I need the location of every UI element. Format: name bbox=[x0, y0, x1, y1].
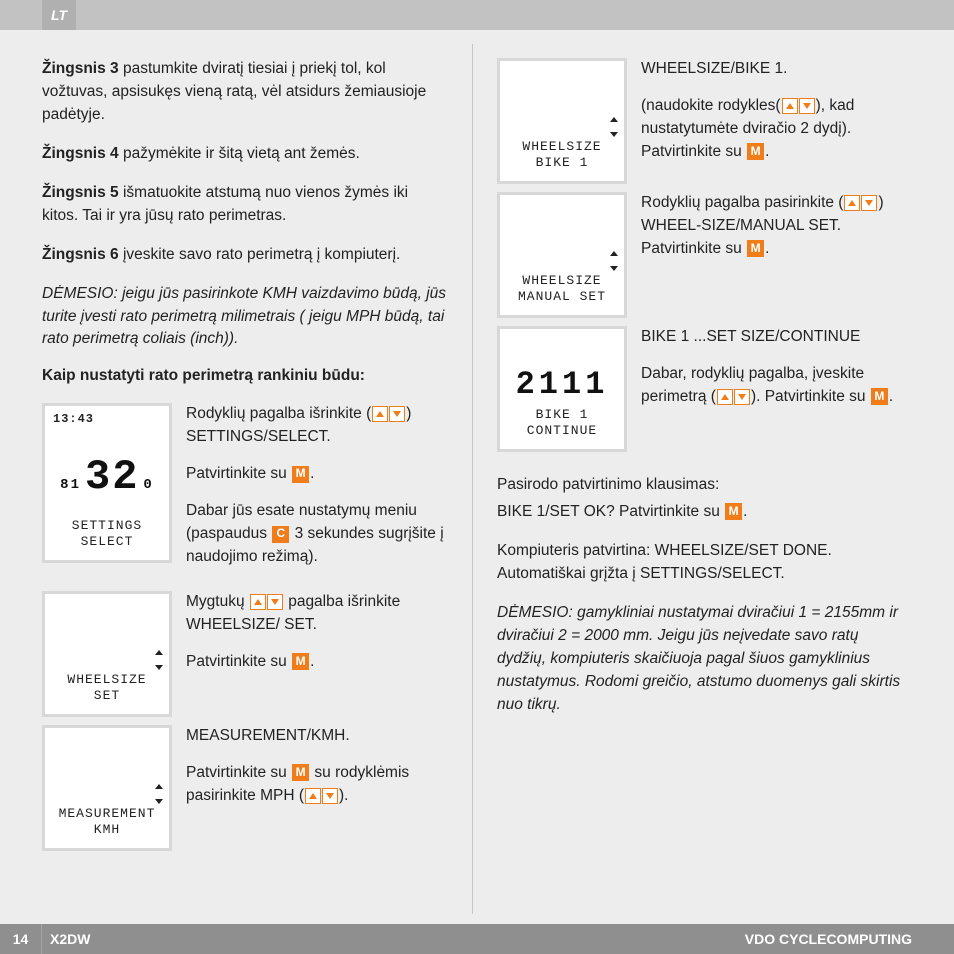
right-column: WHEELSIZE BIKE 1 WHEELSIZE/BIKE 1. (naud… bbox=[472, 44, 902, 914]
m-button-icon: M bbox=[747, 143, 764, 160]
footer: 14 X2DW VDO CYCLECOMPUTING bbox=[0, 924, 954, 954]
arrows-icon bbox=[372, 406, 405, 422]
left-column: Žingsnis 3 pastumkite dviratį tiesiai į … bbox=[42, 58, 472, 914]
page-number: 14 bbox=[0, 924, 42, 954]
m-button-icon: M bbox=[292, 764, 309, 781]
arrows-icon bbox=[782, 98, 815, 114]
instruction-row-5: WHEELSIZE MANUAL SET Rodyklių pagalba pa… bbox=[497, 192, 902, 318]
m-button-icon: M bbox=[292, 653, 309, 670]
header-strip: LT bbox=[0, 0, 954, 30]
lcd-measurement-kmh: MEASUREMENT KMH bbox=[42, 725, 172, 851]
model-name: X2DW bbox=[50, 931, 90, 947]
lcd-settings-select: 13:43 81 320 SETTINGS SELECT bbox=[42, 403, 172, 563]
step-3: Žingsnis 3 pastumkite dviratį tiesiai į … bbox=[42, 58, 448, 127]
arrows-icon bbox=[305, 788, 338, 804]
arrows-icon bbox=[844, 195, 877, 211]
m-button-icon: M bbox=[292, 466, 309, 483]
body: Žingsnis 3 pastumkite dviratį tiesiai į … bbox=[0, 30, 954, 924]
instruction-row-3: MEASUREMENT KMH MEASUREMENT/KMH. Patvirt… bbox=[42, 725, 448, 851]
instruction-row-2: WHEELSIZE SET Mygtukų pagalba išrinkite … bbox=[42, 591, 448, 717]
section-title: Kaip nustatyti rato perimetrą rankiniu b… bbox=[42, 367, 448, 385]
step-4: Žingsnis 4 pažymėkite ir šitą vietą ant … bbox=[42, 143, 448, 166]
lcd-wheelsize-manual: WHEELSIZE MANUAL SET bbox=[497, 192, 627, 318]
lcd-bike1-continue: 2111 BIKE 1 CONTINUE bbox=[497, 326, 627, 452]
done-text: Kompiuteris patvirtina: WHEELSIZE/SET DO… bbox=[497, 540, 902, 586]
lcd-wheelsize-bike1: WHEELSIZE BIKE 1 bbox=[497, 58, 627, 184]
instruction-row-1: 13:43 81 320 SETTINGS SELECT Rodyklių pa… bbox=[42, 403, 448, 583]
c-button-icon: C bbox=[272, 526, 289, 543]
brand-name: VDO CYCLECOMPUTING bbox=[745, 931, 912, 947]
confirm-line-1: Pasirodo patvirtinimo klausimas: bbox=[497, 474, 902, 497]
attention-note-1: DĖMESIO: jeigu jūs pasirinkote KMH vaizd… bbox=[42, 283, 448, 352]
lcd-wheelsize-set: WHEELSIZE SET bbox=[42, 591, 172, 717]
arrows-icon bbox=[717, 389, 750, 405]
confirm-line-2: BIKE 1/SET OK? Patvirtinkite su M. bbox=[497, 501, 902, 524]
step-6: Žingsnis 6 įveskite savo rato perimetrą … bbox=[42, 244, 448, 267]
m-button-icon: M bbox=[871, 388, 888, 405]
instruction-row-6: 2111 BIKE 1 CONTINUE BIKE 1 ...SET SIZE/… bbox=[497, 326, 902, 452]
manual-page: LT Žingsnis 3 pastumkite dviratį tiesiai… bbox=[0, 0, 954, 954]
m-button-icon: M bbox=[725, 503, 742, 520]
arrows-icon bbox=[250, 594, 283, 610]
instruction-row-4: WHEELSIZE BIKE 1 WHEELSIZE/BIKE 1. (naud… bbox=[497, 58, 902, 184]
attention-note-2: DĖMESIO: gamykliniai nustatymai dviračiu… bbox=[497, 602, 902, 717]
step-5: Žingsnis 5 išmatuokite atstumą nuo vieno… bbox=[42, 182, 448, 228]
m-button-icon: M bbox=[747, 240, 764, 257]
language-tab: LT bbox=[42, 0, 76, 30]
